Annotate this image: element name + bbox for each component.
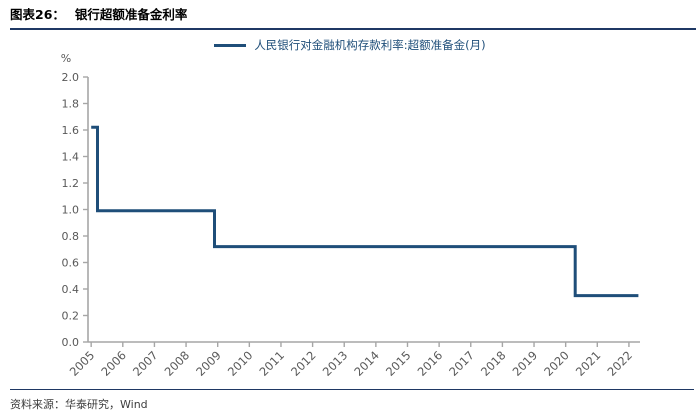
series-step-line [91,125,639,298]
x-tick-label: 2007 [130,348,161,379]
x-tick-label: 2008 [162,348,193,379]
x-tick-label: 2005 [67,348,98,379]
chart-title: 银行超额准备金利率 [74,7,188,22]
source-text: 资料来源：华泰研究，Wind [10,398,148,411]
y-tick-label: 1.8 [62,98,80,111]
legend-line-swatch [214,43,247,47]
y-tick-label: 0.6 [62,257,80,270]
y-tick-label: 0.8 [62,230,80,243]
x-tick-label: 2020 [541,348,572,379]
x-tick-label: 2017 [446,348,477,379]
x-tick-label: 2016 [415,348,446,379]
x-tick-label: 2022 [604,348,635,379]
x-tick-label: 2021 [573,348,604,379]
y-tick-label: 1.6 [62,124,80,137]
y-tick-label: 2.0 [62,71,80,84]
y-axis-unit-label: % [61,52,71,65]
x-tick-label: 2006 [98,348,129,379]
y-tick-label: 0.4 [62,283,80,296]
chart-legend: 人民银行对金融机构存款利率:超额准备金(月) [0,37,700,53]
x-tick-label: 2009 [193,348,224,379]
chart-header: 图表26： 银行超额准备金利率 [10,4,696,30]
y-tick-label: 0.2 [62,310,80,323]
y-tick-label: 1.2 [62,177,80,190]
x-tick-label: 2011 [256,348,287,379]
x-tick-label: 2015 [383,348,414,379]
x-tick-label: 2018 [478,348,509,379]
y-tick-label: 1.4 [62,151,80,164]
x-tick-label: 2010 [225,348,256,379]
source-footer: 资料来源：华泰研究，Wind [10,389,694,412]
x-tick-label: 2013 [320,348,351,379]
legend-label: 人民银行对金融机构存款利率:超额准备金(月) [254,38,486,52]
x-tick-label: 2014 [351,348,382,379]
x-tick-label: 2019 [510,348,541,379]
chart-number: 图表26： [10,7,65,22]
y-tick-label: 1.0 [62,204,80,217]
x-tick-label: 2012 [288,348,319,379]
y-tick-label: 0.0 [62,336,80,349]
